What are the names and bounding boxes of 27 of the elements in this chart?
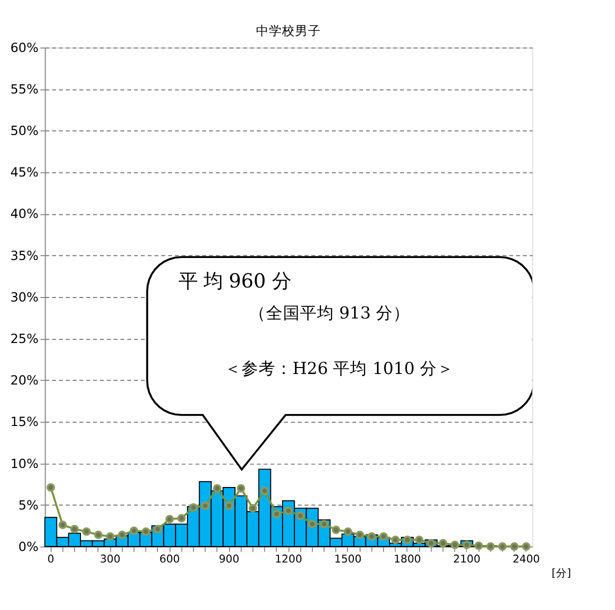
x-tick-label: 1500 bbox=[334, 552, 362, 566]
x-tick-label: 0 bbox=[47, 552, 54, 566]
chart-title: 中学校男子 bbox=[256, 22, 321, 38]
y-tick-label: 40% bbox=[10, 206, 38, 222]
x-tick-label: 2100 bbox=[453, 552, 481, 566]
y-tick-label: 35% bbox=[10, 248, 38, 263]
y-tick-label: 25% bbox=[10, 330, 38, 346]
y-tick-label: 50% bbox=[10, 123, 38, 138]
y-tick-label: 30% bbox=[10, 289, 38, 304]
x-tick-label: 2400 bbox=[512, 552, 540, 566]
x-tick-label: 300 bbox=[100, 552, 121, 566]
y-tick-label: 60% bbox=[10, 40, 38, 55]
annotation: ＜参考：H26 平均 1010 分＞ bbox=[224, 359, 454, 378]
y-tick-label: 5% bbox=[18, 497, 38, 512]
annotation: 平 均 960 分 bbox=[178, 269, 292, 292]
x-tick-label: 1800 bbox=[394, 552, 422, 566]
y-tick-label: 0% bbox=[18, 538, 38, 554]
x-axis-title: [分] bbox=[552, 566, 572, 580]
x-tick-label: 600 bbox=[159, 552, 180, 566]
y-tick-label: 20% bbox=[10, 372, 38, 388]
y-tick-label: 15% bbox=[10, 414, 38, 430]
y-tick-label: 10% bbox=[10, 456, 38, 471]
x-tick-label: 900 bbox=[218, 552, 240, 566]
x-tick-label: 1200 bbox=[274, 552, 302, 566]
y-tick-label: 55% bbox=[10, 81, 38, 96]
y-tick-label: 45% bbox=[10, 164, 38, 180]
annotation: （全国平均 913 分） bbox=[248, 303, 410, 322]
